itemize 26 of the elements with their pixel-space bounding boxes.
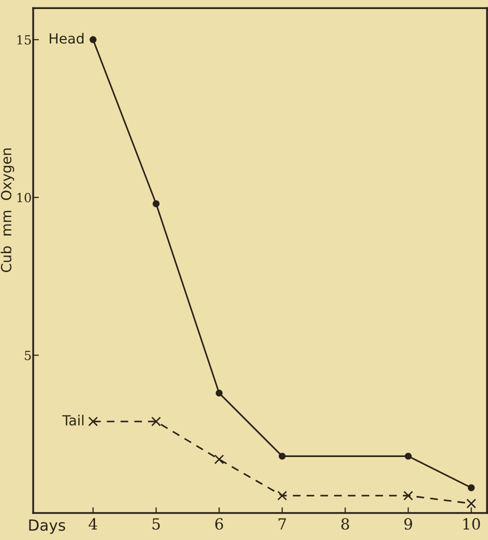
x-tick-label: 5 <box>152 518 160 530</box>
x-axis-title: Days <box>29 520 66 534</box>
x-tick-label: 8 <box>341 518 350 530</box>
x-tick-label: 4 <box>88 518 98 530</box>
point <box>403 490 414 501</box>
x-tick-label: 6 <box>215 518 224 530</box>
point <box>152 200 160 208</box>
point <box>151 416 161 426</box>
point <box>466 498 476 508</box>
point <box>216 390 223 397</box>
y-axis-title: Cub mm Oxygen <box>0 148 14 272</box>
point <box>277 490 288 501</box>
point <box>468 484 475 492</box>
point <box>88 416 98 426</box>
point <box>278 452 286 460</box>
series-label: Tail <box>62 414 84 426</box>
x-tick-label: 9 <box>404 518 412 530</box>
point <box>404 452 412 460</box>
point <box>90 36 97 44</box>
point <box>214 454 224 464</box>
y-tick-label: 15 <box>17 35 31 45</box>
x-tick-label: 7 <box>278 518 286 530</box>
y-tick-label: 10 <box>17 192 31 202</box>
x-tick-label: 10 <box>463 518 480 530</box>
series-label: Head <box>50 32 84 44</box>
y-tick-label: 5 <box>24 350 31 360</box>
